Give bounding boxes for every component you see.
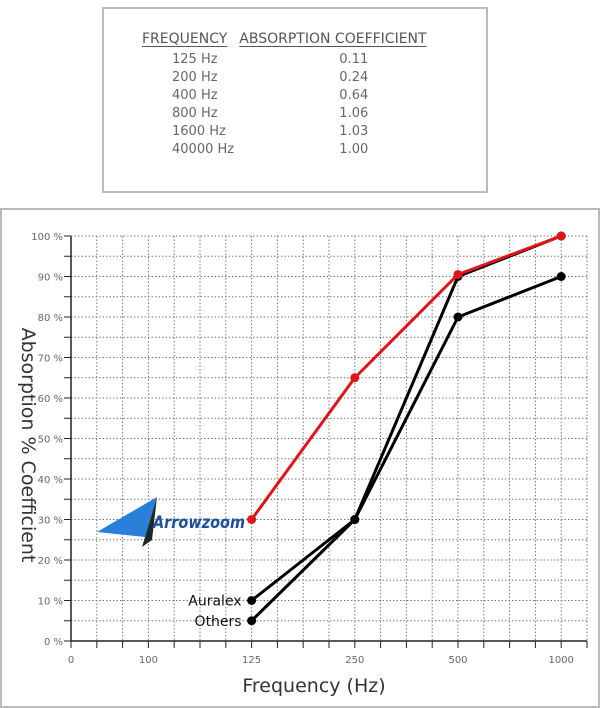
- auralex-label: Auralex: [188, 594, 241, 610]
- y-tick-label: 90 %: [38, 273, 63, 284]
- table-row: 400 Hz 0.64: [142, 87, 439, 105]
- y-tick-label: 100 %: [31, 232, 63, 243]
- header-absorption: ABSORPTION COEFFICIENT: [239, 31, 427, 47]
- absorption-value: 0.24: [339, 70, 369, 85]
- x-tick-label: 250: [345, 655, 364, 666]
- data-point: [556, 231, 566, 241]
- series-line-auralex: [250, 275, 562, 602]
- logo-arrow-shadow-icon: [142, 497, 157, 547]
- x-tick-label: 500: [448, 655, 467, 666]
- table-row: 200 Hz 0.24: [142, 69, 439, 87]
- data-point: [453, 269, 463, 279]
- table-row: 800 Hz 1.06: [142, 105, 439, 123]
- frequency-value: 200 Hz: [172, 70, 218, 85]
- frequency-value: 40000 Hz: [172, 142, 235, 157]
- absorption-table-box: FREQUENCY ABSORPTION COEFFICIENT 125 Hz 0…: [102, 7, 488, 193]
- data-point: [247, 616, 257, 626]
- others-label: Others: [195, 614, 242, 630]
- y-axis-label: Absorption % Coefficient: [17, 328, 39, 563]
- series-line-arrowzoom: [250, 234, 562, 521]
- absorption-value: 0.11: [339, 52, 369, 67]
- chart-panel: [0, 208, 600, 708]
- x-tick-label: 125: [242, 655, 261, 666]
- x-tick-label: 1000: [548, 655, 573, 666]
- y-tick-label: 0 %: [44, 637, 63, 648]
- y-tick-label: 40 %: [38, 475, 63, 486]
- x-axis-label: Frequency (Hz): [242, 675, 385, 697]
- data-point: [556, 272, 566, 281]
- y-tick-label: 60 %: [38, 394, 63, 405]
- absorption-value: 1.00: [339, 142, 369, 157]
- absorption-value: 1.03: [339, 124, 369, 139]
- y-tick-label: 20 %: [38, 556, 63, 567]
- frequency-value: 400 Hz: [172, 88, 218, 103]
- header-frequency: FREQUENCY: [142, 31, 228, 47]
- y-tick-label: 50 %: [38, 435, 63, 446]
- table-row: 40000 Hz 1.00: [142, 141, 439, 159]
- x-tick-label: 0: [68, 655, 74, 666]
- arrowzoom-logo: Arrowzoom: [97, 497, 245, 547]
- table-row: 125 Hz 0.11: [142, 51, 439, 69]
- logo-arrow-icon: [97, 497, 157, 537]
- table-row: 1600 Hz 1.03: [142, 123, 439, 141]
- data-point: [247, 515, 257, 524]
- data-point: [453, 312, 463, 322]
- data-point: [350, 515, 360, 524]
- y-tick-label: 80 %: [38, 313, 63, 324]
- y-tick-label: 10 %: [38, 597, 63, 608]
- frequency-value: 800 Hz: [172, 106, 218, 121]
- logo-text: Arrowzoom: [151, 513, 245, 533]
- x-tick-label: 100: [139, 655, 158, 666]
- absorption-table: FREQUENCY ABSORPTION COEFFICIENT 125 Hz 0…: [142, 31, 439, 159]
- y-tick-label: 30 %: [38, 516, 63, 527]
- data-point: [350, 373, 360, 383]
- frequency-value: 1600 Hz: [172, 124, 226, 139]
- data-point: [247, 596, 257, 605]
- frequency-value: 125 Hz: [172, 52, 218, 67]
- absorption-value: 1.06: [339, 106, 369, 121]
- absorption-value: 0.64: [339, 88, 369, 103]
- y-tick-label: 70 %: [38, 354, 63, 365]
